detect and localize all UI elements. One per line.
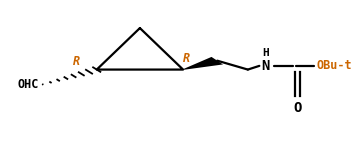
Text: R: R (183, 52, 190, 65)
Text: OHC: OHC (17, 78, 39, 91)
Text: H: H (262, 48, 269, 58)
Polygon shape (183, 57, 223, 70)
Text: O: O (293, 101, 302, 115)
Text: N: N (262, 59, 270, 73)
Text: R: R (73, 55, 81, 68)
Text: OBu-t: OBu-t (316, 59, 352, 72)
